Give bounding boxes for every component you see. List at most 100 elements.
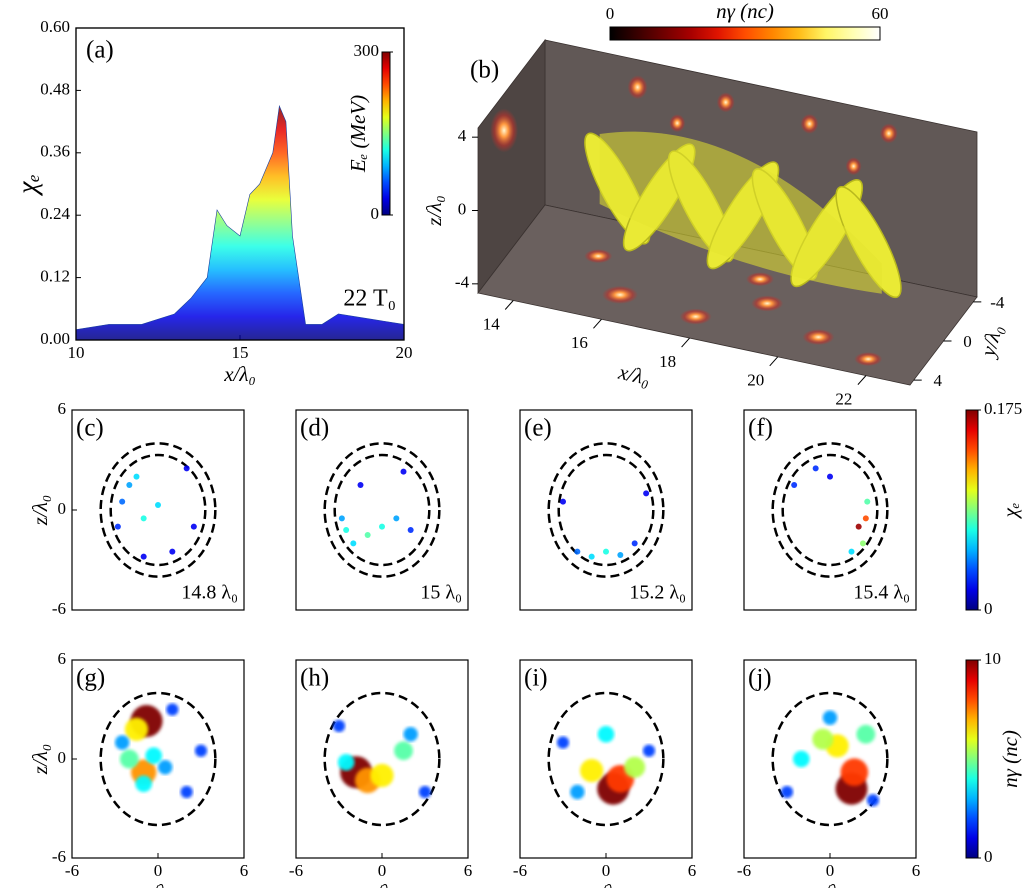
electron-point: [350, 540, 357, 547]
y-tick-label: 0.24: [40, 204, 70, 223]
colorbar: [965, 409, 979, 611]
photon-spot: [556, 736, 570, 749]
reference-circle: [771, 691, 889, 827]
annotation: 15.4 λ₀: [853, 582, 910, 604]
y-axis-label: z/λ₀: [28, 744, 52, 775]
z-axis-label: z/λ₀: [422, 195, 446, 226]
colorbar-tick-label: 0: [984, 599, 993, 618]
electron-point: [379, 523, 385, 530]
photon-glow: [800, 113, 819, 134]
panel-label: (c): [76, 415, 104, 442]
photon-spot: [370, 763, 394, 788]
x-axis-label: y/λ₀: [812, 880, 846, 888]
photon-glow: [854, 352, 883, 367]
electron-point: [393, 515, 400, 522]
x-tick-label: 15: [232, 343, 249, 362]
colorbar: [381, 51, 391, 216]
photon-spot: [780, 785, 794, 799]
electron-point: [169, 548, 176, 555]
photon-spot: [337, 754, 355, 771]
panel-label: (h): [300, 665, 329, 692]
y-tick-label: -4: [990, 293, 1005, 312]
z-tick-label: 0: [458, 199, 467, 218]
electron-point: [603, 548, 609, 555]
photon-spot: [856, 724, 876, 744]
x-tick-label: 22: [835, 390, 852, 409]
photon-spot: [866, 794, 880, 807]
x-tick-label: 16: [571, 333, 588, 352]
x-tick-label: 14: [483, 314, 501, 333]
x-tick-label: 6: [464, 861, 473, 880]
photon-spot: [403, 727, 418, 742]
photon-spot: [157, 760, 173, 775]
photon-spot: [840, 758, 869, 786]
photon-spot: [570, 784, 585, 800]
x-axis-label: y/λ₀: [588, 880, 622, 888]
photon-spot: [119, 749, 139, 769]
photon-glow: [627, 75, 648, 100]
x-tick-label: -6: [289, 861, 303, 880]
reference-circle: [323, 442, 441, 578]
colorbar-tick-label: 300: [354, 41, 380, 60]
reference-circle: [547, 442, 665, 578]
photon-spot: [180, 785, 193, 799]
colorbar-tick-label: 10: [984, 649, 1001, 668]
photon-spot: [418, 785, 432, 799]
photon-spot: [793, 750, 810, 768]
photon-spot: [332, 719, 346, 733]
x-tick-label: 0: [602, 861, 611, 880]
electron-point: [859, 540, 866, 547]
panel-label: (f): [748, 415, 773, 442]
photon-spot: [194, 744, 208, 757]
colorbar-tick-label: 0: [371, 204, 380, 223]
photon-spot: [624, 756, 646, 778]
y-tick-label: 0: [58, 499, 67, 518]
electron-point: [190, 523, 197, 530]
electron-point: [140, 553, 147, 560]
electron-point: [119, 498, 126, 505]
y-tick-label: 0.12: [40, 267, 70, 286]
electron-point: [357, 482, 364, 488]
electron-point: [631, 540, 638, 547]
y-tick-label: 6: [58, 399, 67, 418]
annotation: 15 λ₀: [420, 582, 462, 604]
y-axis-label: z/λ₀: [28, 495, 52, 526]
electron-point: [140, 515, 147, 522]
x-tick: [857, 375, 867, 385]
electron-point: [643, 490, 650, 497]
colorbar-label: Eₑ (MeV): [346, 95, 370, 173]
photon-glow: [879, 123, 898, 144]
electron-point: [183, 465, 190, 472]
electron-point: [133, 473, 140, 480]
colorbar-label: nγ (nc): [716, 0, 774, 23]
y-tick-label: 0.48: [40, 79, 70, 98]
y-axis-label: y/λ₀: [975, 322, 1007, 361]
electron-point: [126, 482, 133, 488]
photon-spot: [114, 735, 130, 750]
x-tick-label: -6: [513, 861, 527, 880]
z-tick-label: -4: [455, 273, 470, 292]
photon-glow: [716, 92, 735, 113]
y-tick-label: 4: [933, 371, 942, 390]
z-tick-label: 4: [458, 126, 467, 145]
colorbar-tick-label: 0.175: [984, 399, 1022, 418]
electron-point: [864, 498, 871, 505]
photon-spot: [145, 747, 162, 764]
electron-point: [155, 502, 161, 508]
x-tick-label: 0: [826, 861, 835, 880]
reference-circle: [547, 691, 665, 827]
x-axis-label: x/λ₀: [223, 362, 256, 386]
photon-glow: [746, 272, 775, 287]
photon-glow: [802, 329, 835, 346]
frame-top: [75, 27, 405, 341]
electron-point: [862, 515, 869, 522]
photon-spot: [166, 703, 179, 716]
electron-point: [364, 532, 371, 538]
colorbar-label: nγ (nc): [998, 730, 1022, 788]
photon-spot: [124, 717, 149, 741]
reference-circle: [333, 453, 431, 567]
annotation: 14.8 λ₀: [181, 582, 238, 604]
photon-glow: [669, 114, 686, 133]
y-tick-label: -6: [52, 599, 66, 618]
y-axis-label: χₑ: [12, 174, 43, 197]
